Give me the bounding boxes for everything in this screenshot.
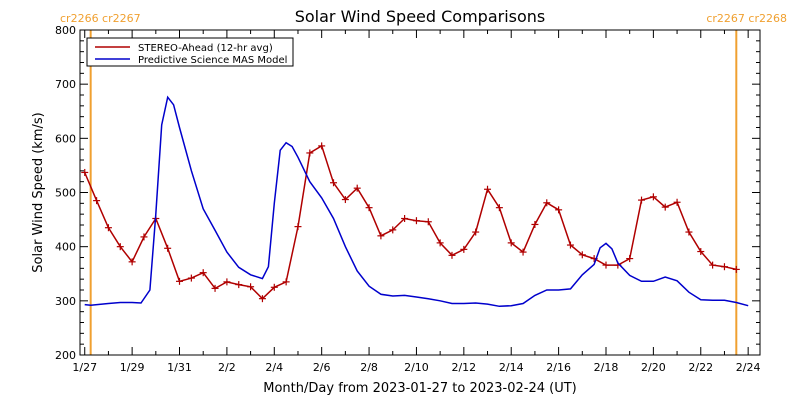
data-point-marker [495, 204, 503, 212]
data-point-marker [709, 261, 717, 269]
y-axis-label: Solar Wind Speed (km/s) [31, 112, 46, 272]
data-point-marker [306, 149, 314, 157]
data-point-marker [199, 269, 207, 277]
data-point-marker [104, 224, 112, 232]
data-point-marker [235, 281, 243, 289]
y-tick-label: 400 [55, 241, 76, 254]
data-point-marker [187, 274, 195, 282]
data-point-marker [294, 223, 302, 231]
data-point-marker [531, 220, 539, 228]
y-axis-ticks: 200 300 400 500 600 700 800 [55, 24, 760, 362]
x-tick-label: 2/12 [451, 361, 476, 374]
x-tick-label: 2/16 [546, 361, 571, 374]
series-group [81, 95, 749, 308]
data-point-marker [211, 284, 219, 292]
legend-label-stereo: STEREO-Ahead (12-hr avg) [138, 43, 273, 54]
carrington-boundary-lines [89, 30, 738, 355]
y-tick-label: 800 [55, 24, 76, 37]
data-point-marker [519, 248, 527, 256]
series-line-model [84, 95, 749, 308]
data-point-marker [223, 278, 231, 286]
data-point-marker [720, 263, 728, 271]
data-point-marker [330, 179, 338, 187]
x-tick-label: 2/10 [404, 361, 429, 374]
x-tick-label: 2/22 [688, 361, 713, 374]
data-point-marker [365, 204, 373, 212]
x-tick-label: 2/2 [218, 361, 236, 374]
x-tick-label: 1/29 [120, 361, 145, 374]
series-line-stereo [84, 144, 737, 300]
carrington-rotation-right-label: cr2267 cr2268 [706, 12, 787, 25]
data-point-marker [697, 248, 705, 256]
legend: STEREO-Ahead (12-hr avg) Predictive Scie… [86, 37, 294, 67]
data-point-marker [602, 261, 610, 269]
data-point-marker [164, 244, 172, 252]
y-tick-label: 500 [55, 187, 76, 200]
data-point-marker [401, 215, 409, 222]
data-point-marker [507, 239, 515, 247]
data-point-marker [484, 185, 492, 193]
data-point-marker [555, 206, 563, 214]
x-tick-label: 2/24 [736, 361, 761, 374]
chart-title: Solar Wind Speed Comparisons [295, 7, 546, 26]
data-point-marker [732, 265, 740, 273]
x-tick-label: 2/14 [499, 361, 524, 374]
x-tick-label: 1/31 [167, 361, 192, 374]
data-point-marker [353, 184, 361, 192]
data-point-marker [578, 251, 586, 259]
data-point-marker [128, 258, 136, 266]
data-point-marker [424, 218, 432, 226]
data-point-marker [270, 283, 278, 291]
x-tick-label: 2/4 [265, 361, 283, 374]
data-point-marker [81, 168, 89, 176]
data-point-marker [318, 142, 326, 150]
data-point-marker [685, 228, 693, 236]
data-point-marker [448, 251, 456, 259]
data-point-marker [389, 226, 397, 234]
data-point-marker [460, 245, 468, 253]
carrington-rotation-left-label: cr2266 cr2267 [60, 12, 141, 25]
data-point-marker [673, 198, 681, 206]
y-tick-label: 300 [55, 295, 76, 308]
data-point-marker [412, 217, 420, 225]
plot-frame [79, 29, 761, 356]
data-point-marker [247, 283, 255, 291]
data-point-marker [626, 255, 634, 263]
data-point-marker [93, 197, 101, 205]
data-point-marker [472, 228, 480, 236]
data-point-marker [140, 233, 148, 241]
data-point-marker [377, 232, 385, 240]
data-point-marker [176, 277, 184, 285]
legend-box [86, 37, 294, 67]
data-point-marker [566, 241, 574, 249]
y-tick-label: 600 [55, 132, 76, 145]
y-tick-label: 700 [55, 78, 76, 91]
x-tick-label: 1/27 [72, 361, 97, 374]
x-tick-label: 2/8 [360, 361, 378, 374]
data-point-marker [282, 278, 290, 286]
x-tick-label: 2/20 [641, 361, 666, 374]
data-point-marker [341, 196, 349, 204]
legend-label-model: Predictive Science MAS Model [138, 55, 287, 66]
data-point-marker [116, 243, 124, 251]
data-point-marker [258, 295, 266, 303]
data-point-marker [543, 199, 551, 207]
y-tick-label: 200 [55, 349, 76, 362]
x-tick-label: 2/6 [313, 361, 331, 374]
x-axis-label: Month/Day from 2023-01-27 to 2023-02-24 … [263, 381, 576, 396]
x-axis-ticks: 1/27 1/29 1/31 2/2 2/4 2/6 2/8 2/10 2/12 2/14 2/16… [72, 30, 761, 374]
x-tick-label: 2/18 [594, 361, 619, 374]
data-point-marker [638, 196, 646, 204]
data-point-marker [436, 239, 444, 247]
data-point-marker [661, 203, 669, 211]
data-point-marker [649, 193, 657, 201]
